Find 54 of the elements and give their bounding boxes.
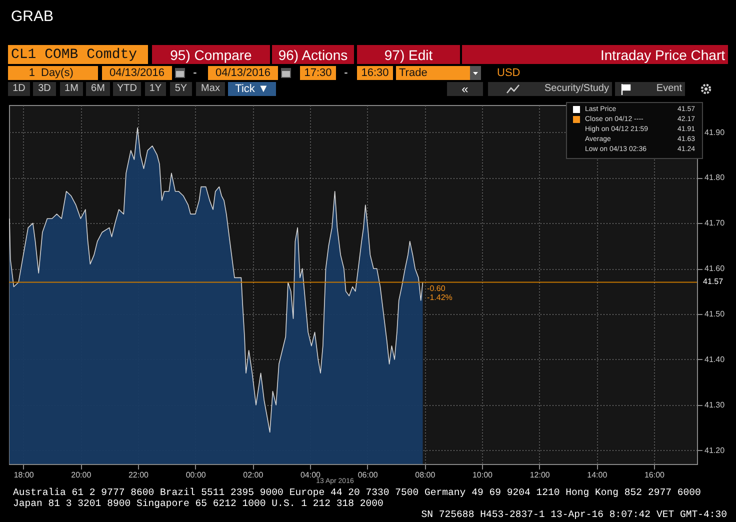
x-tick-label: 14:00 [587,470,608,480]
y-tick-label: 41.90 [704,128,726,137]
y-tick-label: 41.80 [704,173,726,182]
text: 6M [86,82,110,96]
y-tick-label: 41.70 [704,218,726,228]
x-tick-label: 18:00 [14,470,34,480]
x-tick-label: 22:00 [128,470,150,480]
text: Security/Study [488,82,612,96]
text: Australia 61 2 9777 8600 Brazil 5511 2395 9000 Europe 44 20 7330 7500 Germany 49 69 9204 1210 Hong Kong 852 2977 6000 [12,486,702,498]
text: 3D [33,82,56,96]
y-tick-label: 41.60 [704,264,726,274]
text: « [447,82,483,96]
x-tick-label: 02:00 [243,470,264,480]
annotation: -0.60 [427,284,446,294]
text: Tick ▼ [228,82,276,96]
text: - [192,66,198,80]
y-tick-label: 41.30 [704,400,726,410]
text: 04/13/2016 [102,66,172,80]
chart-subtitle: Intraday Price Chart [462,45,728,64]
x-tick-label: 12:00 [530,470,550,480]
x-tick-label: 16:00 [644,470,666,480]
text: Trade [396,66,470,80]
text: YTD [113,82,141,96]
y-tick-label: 41.20 [704,446,726,455]
text: Event [615,82,685,96]
chart-title: GRAB [10,6,55,26]
text: 95) Compare [152,45,270,64]
text: USD [496,66,522,80]
text: Japan 81 3 3201 8900 Singapore 65 6212 1000 U.S. 1 212 318 2000 [12,498,384,509]
text: 1M [60,82,83,96]
text: 16:30 [357,66,393,80]
text: 5Y [170,82,192,96]
y-tick-label: 41.40 [704,354,726,364]
text: 1 [8,66,38,80]
text: SN 725688 H453-2837-1 13-Apr-16 8:07:42 VET GMT-4:30 [420,508,728,520]
x-tick-label: 20:00 [71,470,92,480]
text: 96) Actions [272,45,354,64]
text: 97) Edit [357,45,460,64]
ref-line-label: 41.57 [703,277,724,286]
x-tick-label: 00:00 [186,470,206,480]
x-tick-label: 04:00 [300,470,322,480]
y-tick-label: 41.50 [704,310,726,319]
text: CL1 COMB Comdty [8,45,148,64]
text: 1Y [145,82,166,96]
text: Day(s) [38,66,98,80]
text: 1D [8,82,30,96]
text: Max [196,82,225,96]
x-tick-label: 06:00 [358,470,378,480]
annotation: -1.42% [427,293,452,302]
text: 17:30 [300,66,336,80]
x-tick-label: 08:00 [415,470,436,480]
text: 04/13/2016 [208,66,278,80]
x-tick-label: 10:00 [472,470,494,480]
text: - [343,66,349,80]
